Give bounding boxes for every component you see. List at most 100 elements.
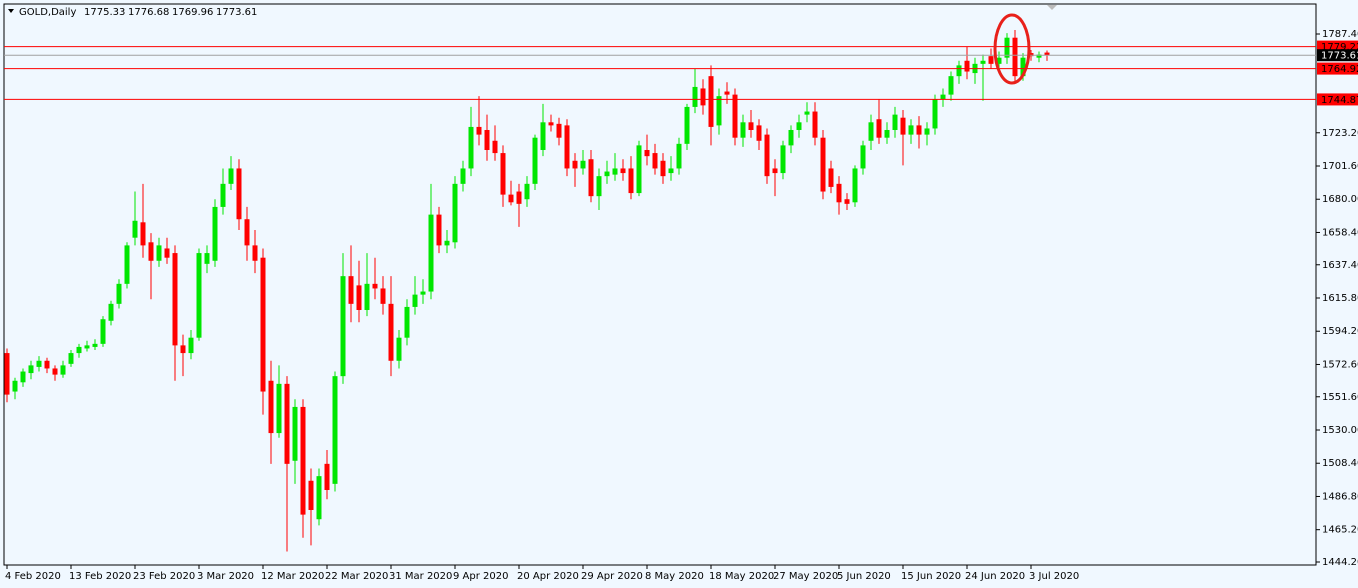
candle-body xyxy=(996,57,1002,64)
candle-body xyxy=(484,130,490,150)
candle-body xyxy=(532,137,538,184)
candle-body xyxy=(716,96,722,126)
candle-body xyxy=(988,56,994,64)
candle-body xyxy=(284,383,290,464)
highlight-ellipse xyxy=(993,13,1031,85)
x-tick-label: 13 Feb 2020 xyxy=(69,571,131,582)
candle-body xyxy=(948,76,954,95)
candle-body xyxy=(372,283,378,289)
candle-body xyxy=(28,365,34,374)
x-tick-label: 24 Jun 2020 xyxy=(965,571,1025,582)
candle-body xyxy=(268,380,274,434)
candle-body xyxy=(412,294,418,307)
candle-body xyxy=(428,214,434,292)
candle-body xyxy=(356,285,362,310)
candle-body xyxy=(668,168,674,174)
candle-body xyxy=(868,122,874,141)
candle-body xyxy=(1020,57,1026,77)
x-tick-label: 12 Mar 2020 xyxy=(261,571,324,582)
x-tick-label: 3 Mar 2020 xyxy=(197,571,254,582)
candle-body xyxy=(36,360,42,367)
x-tick-label: 15 Jun 2020 xyxy=(901,571,961,582)
candle-body xyxy=(828,168,834,187)
header-open: 1775.33 xyxy=(84,7,125,18)
y-tick-label: 1637.40 xyxy=(1322,260,1358,271)
candle-body xyxy=(228,168,234,184)
candle-body xyxy=(636,145,642,194)
candle-body xyxy=(404,306,410,338)
candle-body xyxy=(956,65,962,77)
candle-body xyxy=(20,371,26,383)
candle-body xyxy=(964,60,970,72)
candle-body xyxy=(124,245,130,284)
candle-body xyxy=(620,168,626,174)
candle-body xyxy=(1036,54,1042,58)
candle-body xyxy=(1012,37,1018,77)
marks xyxy=(4,30,1316,552)
candle-body xyxy=(236,168,242,220)
candle-body xyxy=(780,145,786,174)
candle-body xyxy=(892,114,898,130)
candle-body xyxy=(732,94,738,138)
candle-body xyxy=(1028,53,1034,57)
candle-body xyxy=(436,214,442,246)
candle-body xyxy=(604,171,610,177)
candle-body xyxy=(692,86,698,107)
menu-arrow[interactable] xyxy=(8,9,14,13)
candle-body xyxy=(396,337,402,361)
candle-body xyxy=(628,168,634,194)
candle-body xyxy=(852,168,858,203)
candle-body xyxy=(708,76,714,127)
candle-body xyxy=(500,153,506,195)
x-tick-label: 4 Feb 2020 xyxy=(5,571,61,582)
candle-body xyxy=(260,257,266,392)
y-tick-label: 1530.00 xyxy=(1322,425,1358,436)
candle-body xyxy=(84,345,90,349)
candle-body xyxy=(420,291,426,295)
candle-body xyxy=(684,106,690,144)
candle-body xyxy=(292,406,298,461)
y-tick-label: 1658.40 xyxy=(1322,227,1358,238)
candle-body xyxy=(548,122,554,126)
candle-body xyxy=(564,125,570,169)
candle-body xyxy=(300,406,306,515)
candle-body xyxy=(156,245,162,261)
chart-title: GOLD,Daily xyxy=(19,7,76,18)
candle-body xyxy=(476,126,482,135)
candle-body xyxy=(196,253,202,338)
y-tick-label: 1787.40 xyxy=(1322,29,1358,40)
level-label-box xyxy=(1317,62,1358,75)
candle-body xyxy=(676,143,682,169)
candle-body xyxy=(580,160,586,169)
price-label: 1773.61 xyxy=(1321,51,1358,62)
level-label: 1744.87 xyxy=(1321,95,1358,106)
price-label-box xyxy=(1317,49,1358,62)
candle-body xyxy=(788,130,794,146)
candle-body xyxy=(756,125,762,141)
candle-body xyxy=(516,191,522,204)
candle-body xyxy=(644,150,650,157)
x-tick-label: 5 Jun 2020 xyxy=(837,571,891,582)
candle-body xyxy=(764,134,770,177)
candle-body xyxy=(148,242,154,261)
candle-body xyxy=(188,337,194,354)
candle-body xyxy=(388,303,394,361)
candle-body xyxy=(524,183,530,200)
candle-body xyxy=(1004,37,1010,58)
candle-body xyxy=(468,126,474,169)
candle-body xyxy=(540,122,546,150)
candle-body xyxy=(60,365,66,375)
candle-body xyxy=(340,276,346,377)
candle-body xyxy=(108,303,114,321)
candle-body xyxy=(252,245,258,261)
y-tick-label: 1701.60 xyxy=(1322,161,1358,172)
header-low: 1769.96 xyxy=(172,7,213,18)
x-tick-label: 27 May 2020 xyxy=(773,571,838,582)
candle-body xyxy=(724,91,730,95)
level-label: 1764.92 xyxy=(1321,64,1358,75)
candle-body xyxy=(68,353,74,364)
candle-body xyxy=(612,168,618,175)
y-tick-label: 1615.80 xyxy=(1322,293,1358,304)
candle-body xyxy=(924,128,930,135)
